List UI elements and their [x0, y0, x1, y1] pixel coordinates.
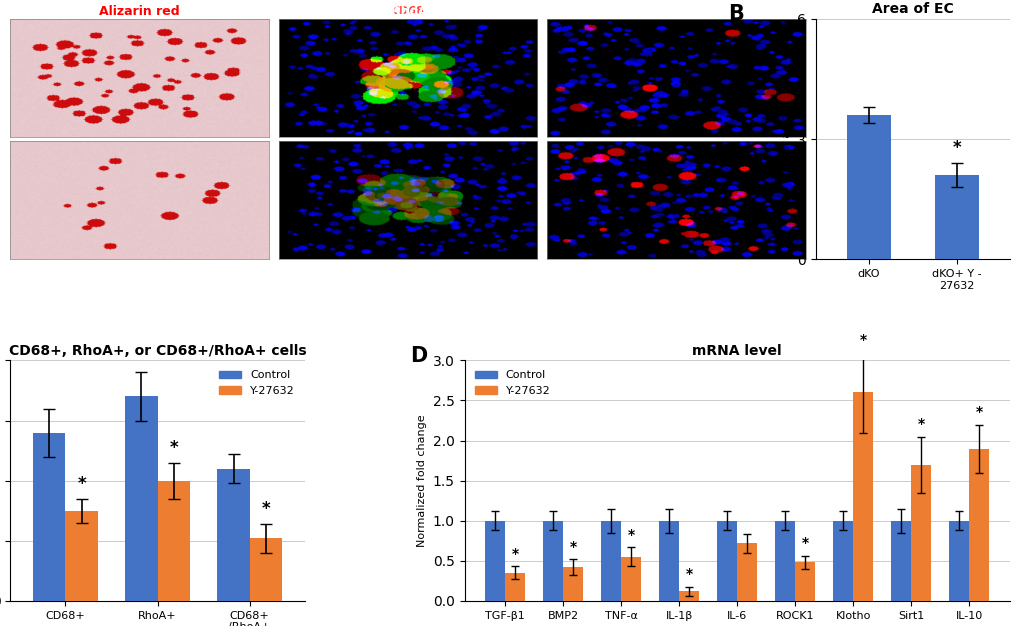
Bar	[933, 175, 978, 259]
Bar	[65, 511, 98, 601]
Bar	[125, 396, 157, 601]
Text: *: *	[169, 439, 178, 456]
Bar	[846, 115, 890, 259]
Bar	[737, 543, 757, 601]
Title: CD163 / DAPI: CD163 / DAPI	[630, 4, 722, 18]
Bar	[217, 469, 250, 601]
Text: CD68: CD68	[391, 6, 424, 16]
Text: *: *	[261, 500, 270, 518]
Text: *: *	[917, 417, 924, 431]
Text: *: *	[570, 540, 577, 553]
Bar	[910, 464, 930, 601]
Bar	[833, 521, 852, 601]
Text: *: *	[512, 547, 519, 561]
Title: CD68+, RhoA+, or CD68+/RhoA+ cells: CD68+, RhoA+, or CD68+/RhoA+ cells	[9, 344, 306, 358]
Text: *: *	[801, 536, 808, 550]
Bar	[852, 393, 872, 601]
Bar	[484, 521, 504, 601]
Bar	[621, 557, 641, 601]
Title: mRNA level: mRNA level	[692, 344, 782, 358]
Bar	[504, 573, 525, 601]
Y-axis label: Normalized fold change: Normalized fold change	[417, 414, 427, 547]
Bar	[157, 481, 190, 601]
Title: CD68 / RhoA / DAPI: CD68 / RhoA / DAPI	[341, 4, 475, 18]
Bar	[968, 449, 988, 601]
Bar	[34, 433, 65, 601]
Bar	[562, 567, 583, 601]
Text: D: D	[410, 346, 427, 366]
Text: *: *	[975, 405, 982, 419]
Text: *: *	[952, 139, 960, 157]
Title: Alizarin red: Alizarin red	[99, 4, 179, 18]
Text: *: *	[77, 475, 86, 493]
Bar	[600, 521, 621, 601]
Bar	[716, 521, 737, 601]
Bar	[250, 538, 281, 601]
Text: B: B	[728, 4, 744, 24]
Text: *: *	[859, 333, 866, 347]
Bar	[795, 563, 814, 601]
Text: *: *	[685, 567, 692, 581]
Bar	[890, 521, 910, 601]
Bar	[774, 521, 795, 601]
Legend: Control, Y-27632: Control, Y-27632	[214, 366, 300, 401]
Bar	[679, 592, 699, 601]
Y-axis label: % of area: % of area	[781, 113, 791, 166]
Bar	[542, 521, 562, 601]
Title: Area of EC: Area of EC	[871, 3, 953, 16]
Legend: Control, Y-27632: Control, Y-27632	[470, 366, 554, 401]
Bar	[658, 521, 679, 601]
Text: *: *	[627, 528, 634, 541]
Bar	[948, 521, 968, 601]
